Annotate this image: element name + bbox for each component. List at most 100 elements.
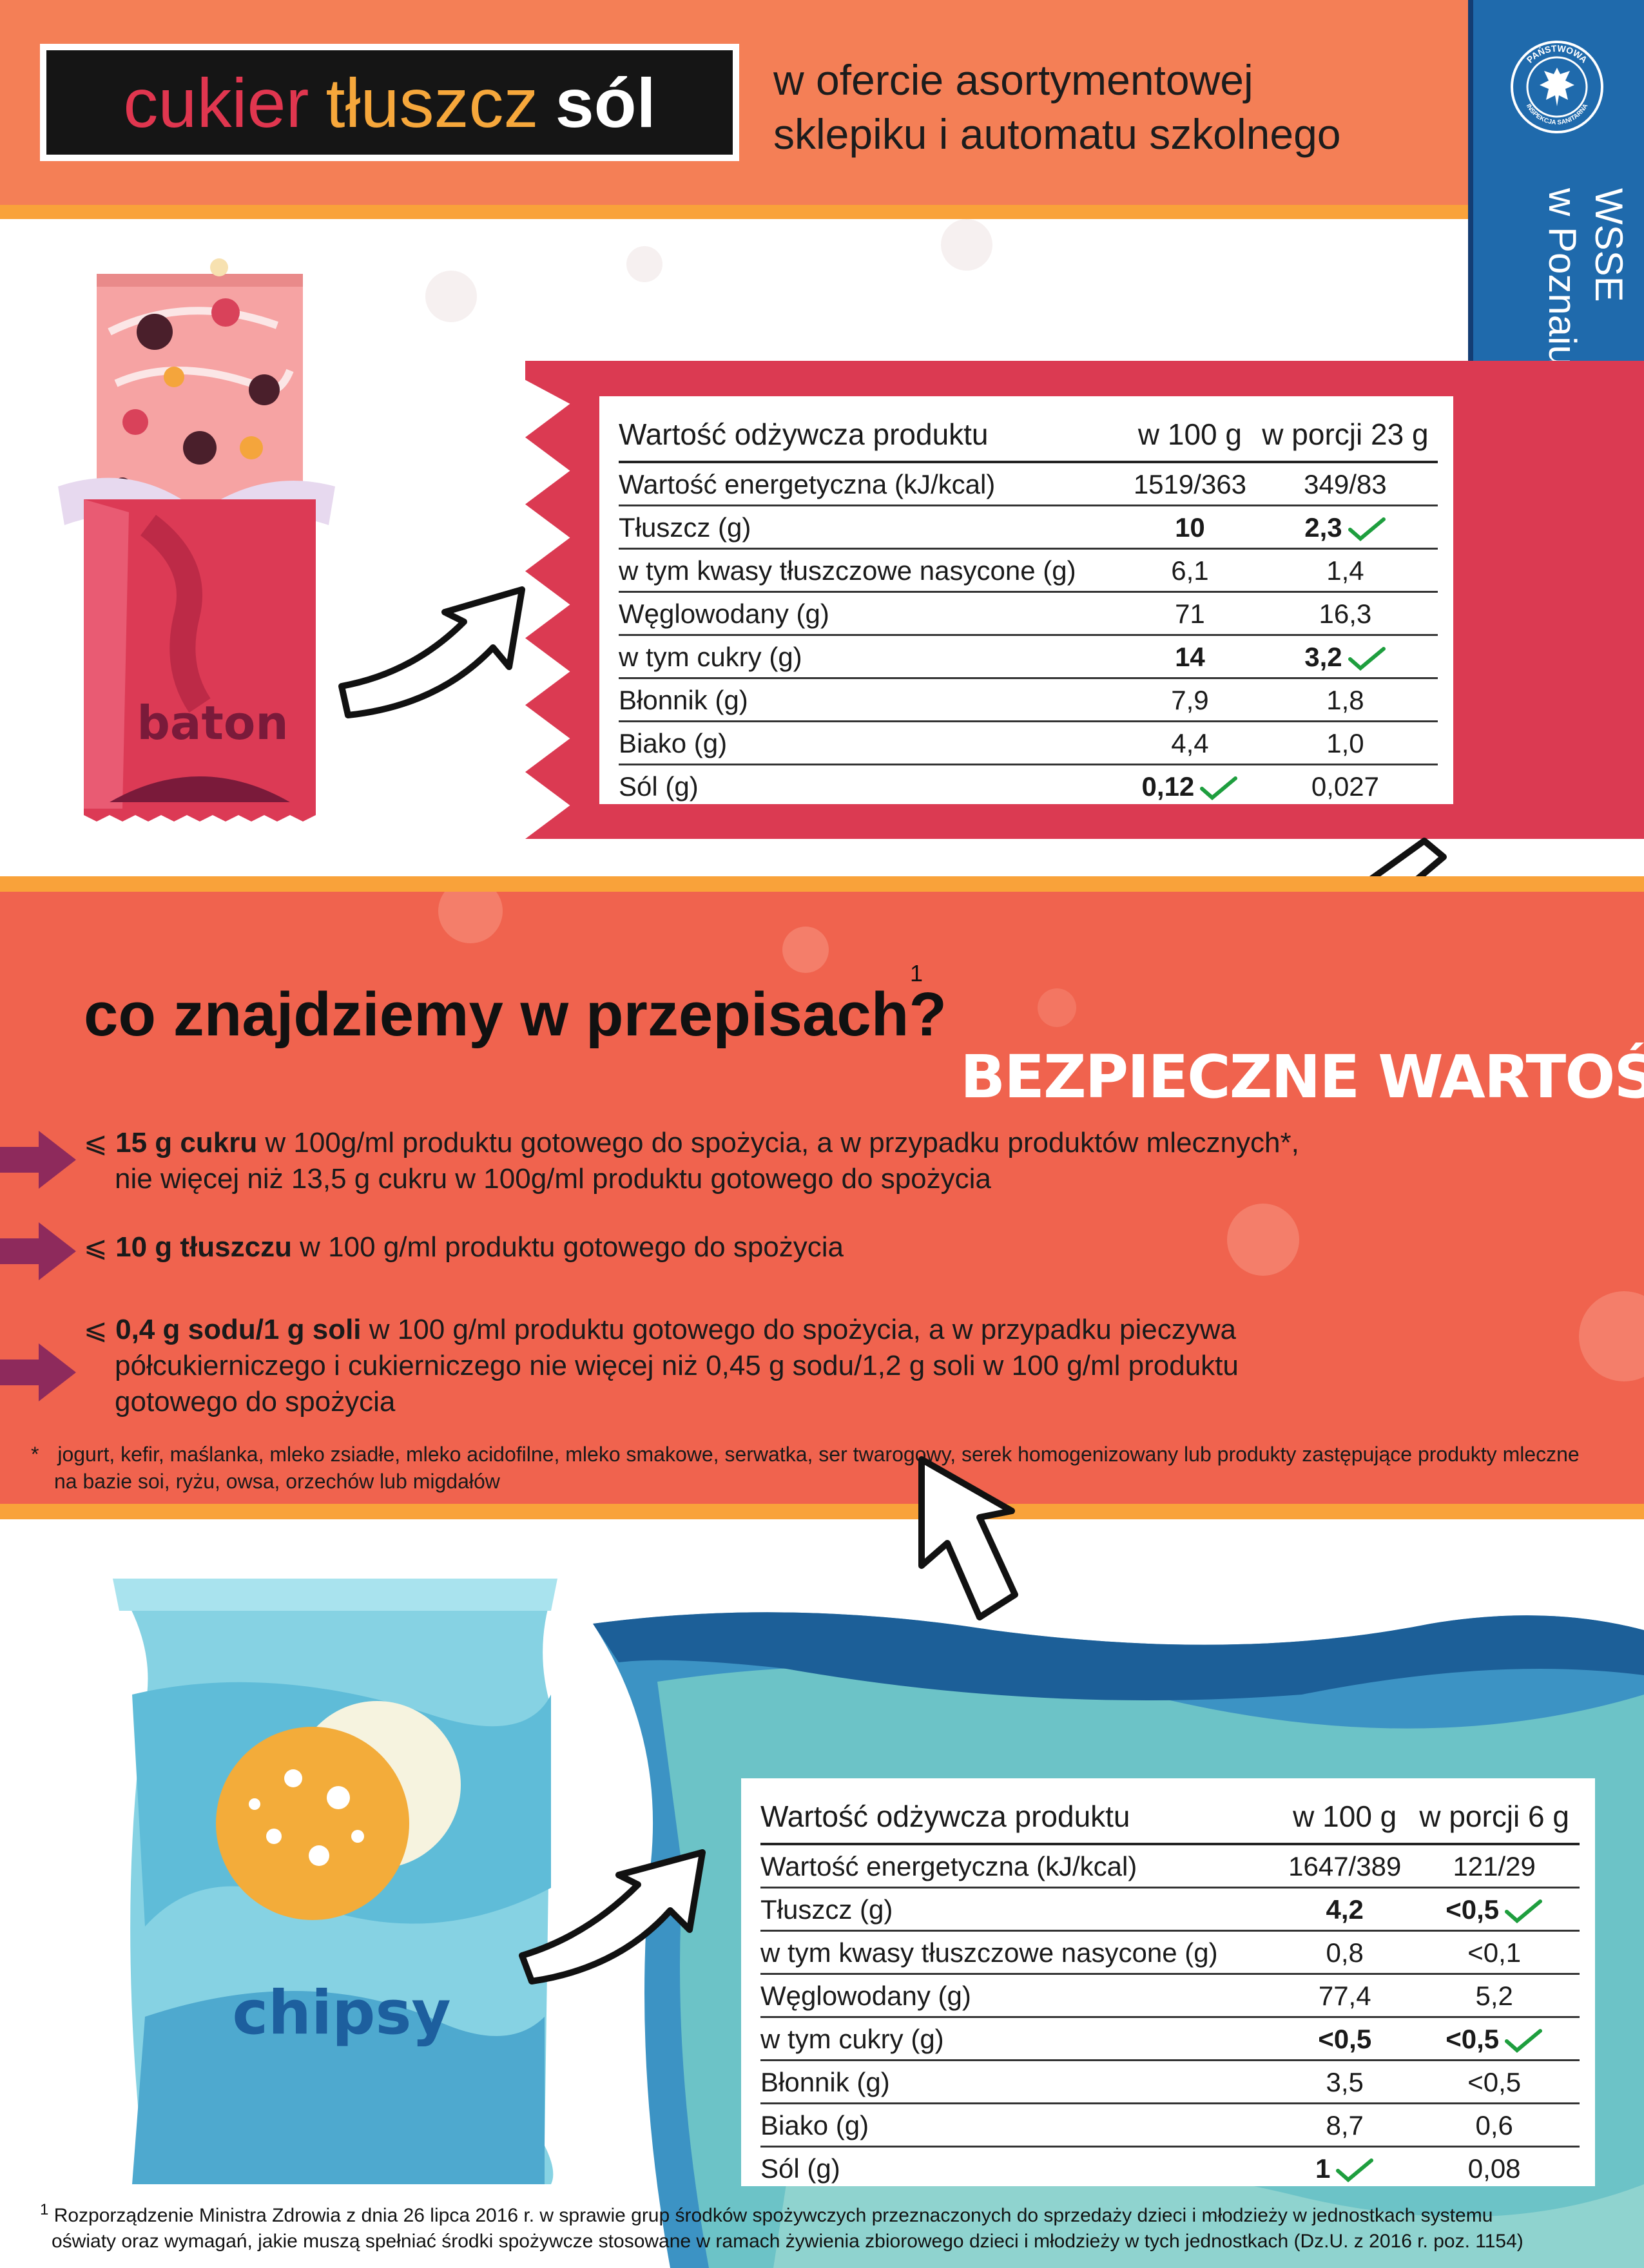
rule-symbol: ⩽ xyxy=(84,1231,108,1263)
cell-nutrient-value: Tłuszcz (g) xyxy=(619,512,751,543)
eagle-emblem-icon: PAŃSTWOWA INSPEKCJA SANITARNA xyxy=(1511,41,1603,133)
rule-arrow-icon xyxy=(0,1222,76,1280)
table-row: Biako (g) 8,7 0,6 xyxy=(760,2103,1580,2148)
cell-nutrient-value: Wartość energetyczna (kJ/kcal) xyxy=(760,1851,1137,1881)
title-word-salt: sól xyxy=(555,63,656,142)
cell-per100: 8,7 xyxy=(1281,2103,1409,2148)
rule-text: w 100 g/ml produktu gotowego do spożycia… xyxy=(361,1314,1236,1345)
check-icon xyxy=(1348,646,1386,671)
middle-bottom-divider xyxy=(0,1504,1644,1519)
rules-heading-footnote-ref: 1 xyxy=(910,960,924,986)
cell-portion-value: 1,0 xyxy=(1326,728,1364,758)
arrow-to-chips-table-icon xyxy=(519,1849,706,1984)
arrow-to-bar-table-icon xyxy=(338,586,525,718)
col-header-per100: w 100 g xyxy=(1127,410,1253,463)
cell-portion-value: <0,5 xyxy=(1446,1894,1500,1925)
rule-arrow-icon xyxy=(0,1343,76,1401)
cell-per100: 1 xyxy=(1281,2147,1409,2189)
cell-nutrient: w tym kwasy tłuszczowe nasycone (g) xyxy=(619,548,1128,593)
rule-text-2: półcukierniczego i cukierniczego nie wię… xyxy=(115,1350,1239,1381)
table-row: Sól (g) 1 0,08 xyxy=(760,2147,1580,2189)
cell-portion: 2,3 xyxy=(1252,505,1438,550)
cell-portion: 0,08 xyxy=(1409,2147,1580,2189)
rule-text-3: gotowego do spożycia xyxy=(115,1386,396,1418)
cell-portion-value: 0,6 xyxy=(1475,2110,1513,2140)
header-divider xyxy=(0,205,1644,219)
cell-portion-value: 121/29 xyxy=(1453,1851,1536,1881)
title-box: cukier tłuszcz sól xyxy=(40,44,739,161)
cell-nutrient-value: Węglowodany (g) xyxy=(760,1981,971,2011)
cell-portion: <0,5 xyxy=(1409,1887,1580,1932)
middle-top-divider xyxy=(0,876,1644,892)
cell-nutrient: w tym cukry (g) xyxy=(760,2017,1281,2061)
cell-nutrient-value: w tym kwasy tłuszczowe nasycone (g) xyxy=(760,1937,1218,1968)
table-row: Błonnik (g) 3,5 <0,5 xyxy=(760,2060,1580,2104)
table-row: w tym kwasy tłuszczowe nasycone (g) 0,8 <0… xyxy=(760,1930,1580,1975)
chips-nutrition-table: Wartość odżywcza produktu w 100 g w porc… xyxy=(741,1778,1595,2186)
cell-nutrient: Tłuszcz (g) xyxy=(760,1887,1281,1932)
rule-text: w 100 g/ml produktu gotowego do spożycia xyxy=(291,1231,844,1263)
rule-text: w 100g/ml produktu gotowego do spożycia,… xyxy=(257,1127,1299,1158)
safe-values-heading: BEZPIECZNE WARTOŚCI xyxy=(960,1043,1644,1111)
cell-nutrient-value: Biako (g) xyxy=(760,2110,869,2140)
col-header-name: Wartość odżywcza produktu xyxy=(760,1792,1281,1845)
cell-per100: 4,4 xyxy=(1127,721,1253,765)
source-footnote-ref: 1 xyxy=(40,2201,49,2218)
table-row: w tym cukry (g) 14 3,2 xyxy=(619,635,1438,679)
badge-text: WSSE w Poznaiu xyxy=(1509,188,1632,388)
cell-portion: 0,6 xyxy=(1409,2103,1580,2148)
cell-portion: 0,027 xyxy=(1253,765,1438,807)
cell-per100: 0,8 xyxy=(1281,1930,1409,1975)
cell-portion-value: <0,1 xyxy=(1467,1937,1522,1968)
cell-per100-value: 7,9 xyxy=(1171,685,1209,715)
dairy-footnote: * jogurt, kefir, maślanka, mleko zsiadłe… xyxy=(31,1441,1616,1495)
chips-label: chipsy xyxy=(232,1978,451,2048)
cell-portion: <0,5 xyxy=(1409,2017,1580,2061)
up-arrow-icon xyxy=(918,1456,1018,1620)
cell-nutrient: w tym cukry (g) xyxy=(619,635,1128,679)
cell-nutrient-value: Błonnik (g) xyxy=(760,2067,890,2097)
cell-portion: 1,4 xyxy=(1252,548,1438,593)
cell-portion-value: 5,2 xyxy=(1475,1981,1513,2011)
subtitle-line-1: w ofercie asortymentowej xyxy=(773,56,1253,104)
bar-nutrition-table: Wartość odżywcza produktu w 100 g w porc… xyxy=(599,396,1453,804)
wsse-badge xyxy=(1468,0,1644,401)
cell-portion-value: 349/83 xyxy=(1304,469,1387,499)
cell-per100-value: 8,7 xyxy=(1326,2110,1364,2140)
cell-nutrient: Tłuszcz (g) xyxy=(619,505,1128,550)
cell-per100: 1647/389 xyxy=(1281,1844,1409,1888)
cell-per100-value: 1 xyxy=(1315,2153,1331,2184)
cell-nutrient: Biako (g) xyxy=(619,721,1128,765)
cell-portion: 349/83 xyxy=(1252,462,1438,506)
cell-nutrient-value: Wartość energetyczna (kJ/kcal) xyxy=(619,469,996,499)
rules-decor xyxy=(438,892,1644,1381)
check-icon xyxy=(1200,776,1238,800)
badge-line-2: w Poznaiu xyxy=(1541,188,1584,367)
cell-per100: <0,5 xyxy=(1281,2017,1409,2061)
cell-nutrient-value: Błonnik (g) xyxy=(619,685,748,715)
cell-nutrient: Biako (g) xyxy=(760,2103,1281,2148)
rule-salt: ⩽ 0,4 g sodu/1 g soli w 100 g/ml produkt… xyxy=(84,1312,1373,1420)
cell-portion: 5,2 xyxy=(1409,1974,1580,2018)
cell-nutrient-value: Sól (g) xyxy=(619,771,699,802)
cell-per100-value: 14 xyxy=(1175,642,1205,672)
rule-symbol: ⩽ xyxy=(84,1127,108,1158)
table-row: w tym kwasy tłuszczowe nasycone (g) 6,1 1,… xyxy=(619,548,1438,593)
badge-line-1: WSSE xyxy=(1587,188,1630,302)
cell-per100: 7,9 xyxy=(1127,678,1253,722)
cell-per100-value: 1519/363 xyxy=(1133,469,1247,499)
cell-per100-value: 3,5 xyxy=(1326,2067,1364,2097)
emblem-text-top: PAŃSTWOWA xyxy=(1525,43,1590,65)
rule-fat: ⩽ 10 g tłuszczu w 100 g/ml produktu goto… xyxy=(84,1229,1373,1265)
source-line-1: Rozporządzenie Ministra Zdrowia z dnia 2… xyxy=(53,2205,1493,2226)
cell-nutrient-value: w tym cukry (g) xyxy=(619,642,802,672)
table-row: Tłuszcz (g) 10 2,3 xyxy=(619,505,1438,550)
footnote-line-1: jogurt, kefir, maślanka, mleko zsiadłe, … xyxy=(57,1443,1580,1466)
cell-portion-value: 2,3 xyxy=(1304,512,1342,543)
cell-portion: 16,3 xyxy=(1252,591,1438,636)
candy-bar-illustration xyxy=(58,258,335,822)
check-icon xyxy=(1348,517,1386,541)
cell-nutrient: Węglowodany (g) xyxy=(760,1974,1281,2018)
cell-per100-value: 0,8 xyxy=(1326,1937,1364,1968)
cell-per100-value: <0,5 xyxy=(1318,2024,1372,2054)
